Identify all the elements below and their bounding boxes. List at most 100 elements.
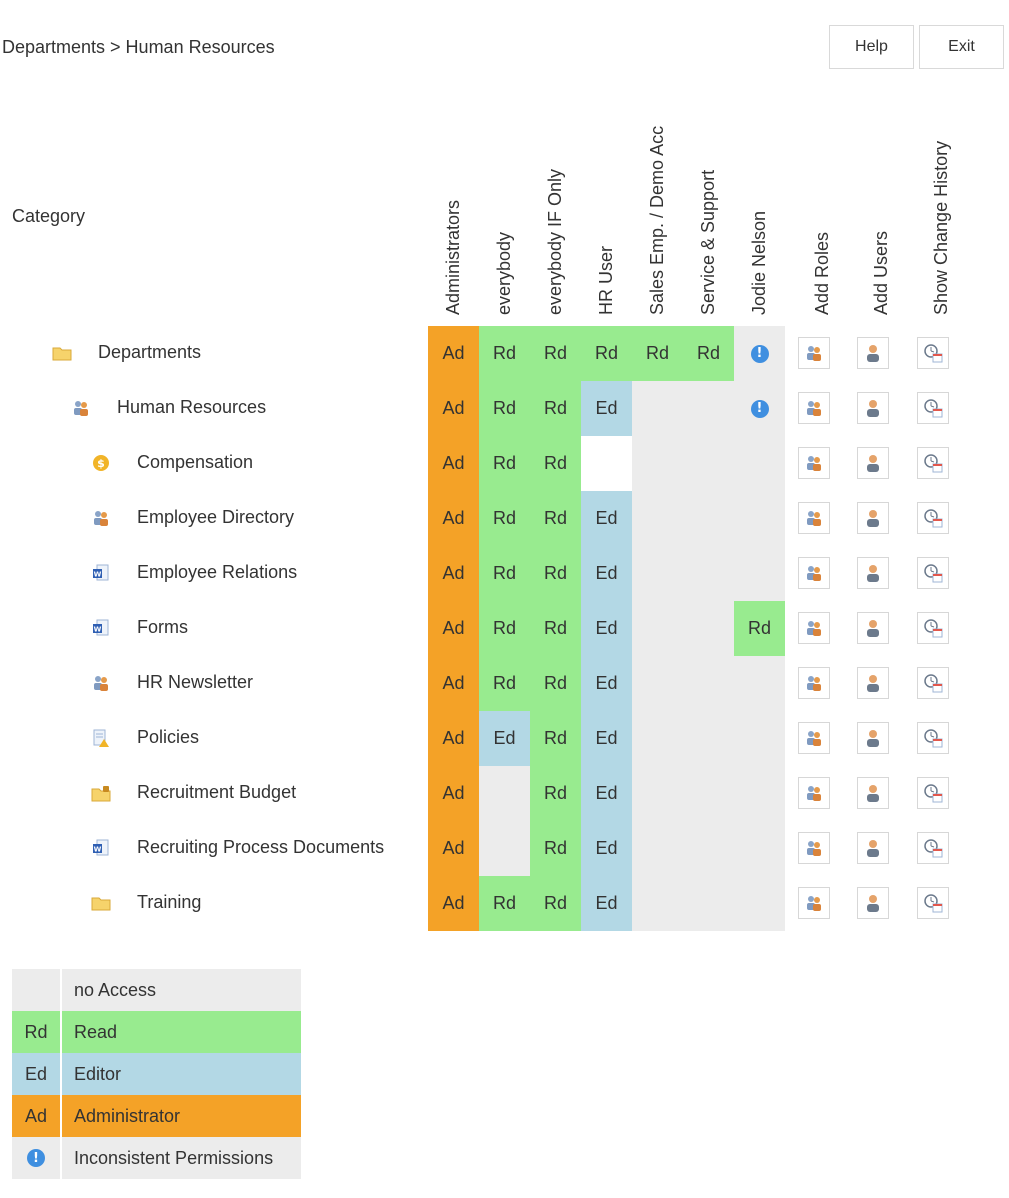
permission-cell[interactable]: Ed — [581, 876, 632, 931]
add-users-button[interactable] — [857, 392, 889, 424]
show-change-history-button[interactable] — [917, 392, 949, 424]
permission-cell[interactable]: Ad — [428, 436, 479, 491]
permission-cell[interactable]: Rd — [479, 601, 530, 656]
permission-cell[interactable]: ! — [734, 326, 785, 381]
permission-cell[interactable] — [632, 656, 683, 711]
permission-cell[interactable] — [734, 876, 785, 931]
add-users-button[interactable] — [857, 502, 889, 534]
category-row-label[interactable]: Compensation — [137, 452, 254, 472]
permission-cell[interactable]: Ed — [479, 711, 530, 766]
permission-cell[interactable]: Ad — [428, 546, 479, 601]
permission-cell[interactable] — [683, 436, 734, 491]
permission-cell[interactable] — [683, 766, 734, 821]
permission-cell[interactable] — [734, 821, 785, 876]
show-change-history-button[interactable] — [917, 447, 949, 479]
category-row-label[interactable]: Employee Directory — [137, 507, 295, 527]
permission-cell[interactable] — [683, 656, 734, 711]
add-roles-button[interactable] — [798, 612, 830, 644]
permission-cell[interactable] — [632, 436, 683, 491]
help-button[interactable]: Help — [829, 25, 914, 69]
add-users-button[interactable] — [857, 667, 889, 699]
add-roles-button[interactable] — [798, 392, 830, 424]
permission-cell[interactable]: Rd — [632, 326, 683, 381]
category-row-label[interactable]: HR Newsletter — [137, 672, 254, 692]
permission-cell[interactable]: Ad — [428, 381, 479, 436]
permission-cell[interactable] — [683, 381, 734, 436]
add-roles-button[interactable] — [798, 722, 830, 754]
add-roles-button[interactable] — [798, 777, 830, 809]
permission-cell[interactable]: Rd — [530, 821, 581, 876]
permission-cell[interactable] — [632, 491, 683, 546]
permission-cell[interactable] — [632, 381, 683, 436]
add-roles-button[interactable] — [798, 557, 830, 589]
permission-cell[interactable] — [479, 766, 530, 821]
permission-cell[interactable] — [734, 436, 785, 491]
add-roles-button[interactable] — [798, 667, 830, 699]
permission-cell[interactable] — [734, 711, 785, 766]
permission-cell[interactable]: Rd — [530, 546, 581, 601]
show-change-history-button[interactable] — [917, 777, 949, 809]
show-change-history-button[interactable] — [917, 832, 949, 864]
add-users-button[interactable] — [857, 447, 889, 479]
category-row-label[interactable]: Recruitment Budget — [137, 782, 297, 802]
permission-cell[interactable]: Rd — [530, 656, 581, 711]
permission-cell[interactable]: ! — [734, 381, 785, 436]
add-roles-button[interactable] — [798, 502, 830, 534]
show-change-history-button[interactable] — [917, 337, 949, 369]
permission-cell[interactable]: Rd — [530, 766, 581, 821]
permission-cell[interactable] — [632, 876, 683, 931]
permission-cell[interactable] — [632, 711, 683, 766]
category-row-label[interactable]: Departments — [98, 342, 202, 362]
permission-cell[interactable]: Ed — [581, 381, 632, 436]
add-users-button[interactable] — [857, 612, 889, 644]
permission-cell[interactable] — [683, 711, 734, 766]
category-row-label[interactable]: Employee Relations — [137, 562, 298, 582]
permission-cell[interactable]: Ad — [428, 766, 479, 821]
show-change-history-button[interactable] — [917, 887, 949, 919]
permission-cell[interactable]: Ad — [428, 656, 479, 711]
permission-cell[interactable]: Rd — [479, 876, 530, 931]
permission-cell[interactable]: Rd — [530, 491, 581, 546]
permission-cell[interactable] — [683, 601, 734, 656]
permission-cell[interactable]: Rd — [530, 381, 581, 436]
permission-cell[interactable]: Rd — [479, 381, 530, 436]
permission-cell[interactable] — [734, 766, 785, 821]
permission-cell[interactable]: Ed — [581, 711, 632, 766]
permission-cell[interactable]: Ad — [428, 876, 479, 931]
permission-cell[interactable]: Ad — [428, 601, 479, 656]
add-users-button[interactable] — [857, 887, 889, 919]
permission-cell[interactable]: Rd — [479, 326, 530, 381]
permission-cell[interactable] — [632, 821, 683, 876]
show-change-history-button[interactable] — [917, 722, 949, 754]
permission-cell[interactable]: Ed — [581, 546, 632, 601]
permission-cell[interactable] — [581, 436, 632, 491]
add-roles-button[interactable] — [798, 832, 830, 864]
category-row-label[interactable]: Training — [137, 892, 202, 912]
permission-cell[interactable]: Ed — [581, 821, 632, 876]
permission-cell[interactable]: Rd — [530, 876, 581, 931]
permission-cell[interactable] — [683, 821, 734, 876]
permission-cell[interactable]: Ad — [428, 491, 479, 546]
breadcrumb[interactable]: Departments > Human Resources — [2, 37, 275, 57]
permission-cell[interactable]: Rd — [479, 436, 530, 491]
permission-cell[interactable]: Rd — [530, 711, 581, 766]
permission-cell[interactable]: Ad — [428, 326, 479, 381]
add-users-button[interactable] — [857, 832, 889, 864]
add-roles-button[interactable] — [798, 337, 830, 369]
permission-cell[interactable]: Rd — [479, 491, 530, 546]
permission-cell[interactable]: Ed — [581, 601, 632, 656]
permission-cell[interactable]: Rd — [530, 601, 581, 656]
add-users-button[interactable] — [857, 722, 889, 754]
permission-cell[interactable] — [683, 491, 734, 546]
permission-cell[interactable]: Rd — [530, 326, 581, 381]
exit-button[interactable]: Exit — [919, 25, 1004, 69]
permission-cell[interactable] — [479, 821, 530, 876]
permission-cell[interactable]: Rd — [479, 546, 530, 601]
permission-cell[interactable] — [632, 546, 683, 601]
permission-cell[interactable]: Ed — [581, 656, 632, 711]
permission-cell[interactable] — [734, 491, 785, 546]
permission-cell[interactable] — [632, 766, 683, 821]
category-row-label[interactable]: Forms — [137, 617, 188, 637]
category-row-label[interactable]: Recruiting Process Documents — [137, 837, 385, 857]
permission-cell[interactable]: Ad — [428, 821, 479, 876]
